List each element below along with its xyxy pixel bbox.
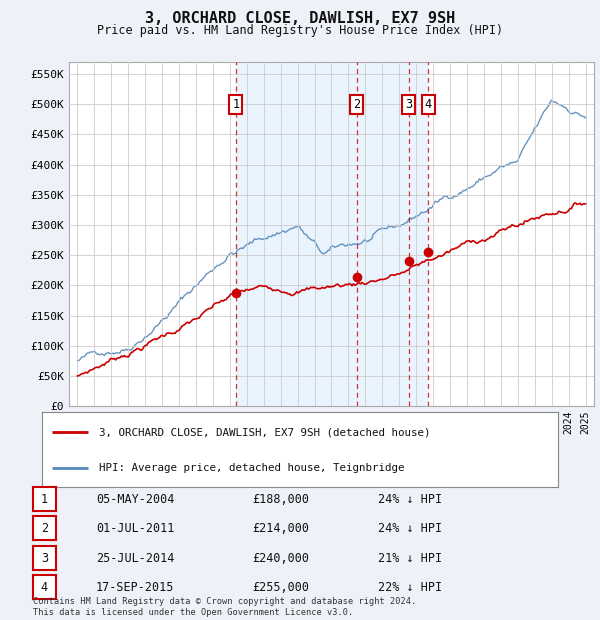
Bar xyxy=(236,62,428,406)
Text: 3: 3 xyxy=(405,98,412,111)
Text: £188,000: £188,000 xyxy=(252,493,309,505)
Text: 3, ORCHARD CLOSE, DAWLISH, EX7 9SH (detached house): 3, ORCHARD CLOSE, DAWLISH, EX7 9SH (deta… xyxy=(99,427,430,437)
Text: 24% ↓ HPI: 24% ↓ HPI xyxy=(378,493,442,505)
Text: 2: 2 xyxy=(353,98,361,111)
Text: 05-MAY-2004: 05-MAY-2004 xyxy=(96,493,175,505)
Text: 24% ↓ HPI: 24% ↓ HPI xyxy=(378,522,442,534)
Text: Price paid vs. HM Land Registry's House Price Index (HPI): Price paid vs. HM Land Registry's House … xyxy=(97,24,503,37)
Text: 4: 4 xyxy=(41,581,48,593)
Text: 2: 2 xyxy=(41,522,48,534)
Text: 01-JUL-2011: 01-JUL-2011 xyxy=(96,522,175,534)
Text: 22% ↓ HPI: 22% ↓ HPI xyxy=(378,581,442,593)
Text: 1: 1 xyxy=(41,493,48,505)
Text: 25-JUL-2014: 25-JUL-2014 xyxy=(96,552,175,564)
Text: 4: 4 xyxy=(425,98,432,111)
Text: 3: 3 xyxy=(41,552,48,564)
Text: 21% ↓ HPI: 21% ↓ HPI xyxy=(378,552,442,564)
Text: £214,000: £214,000 xyxy=(252,522,309,534)
Text: 1: 1 xyxy=(232,98,239,111)
Text: HPI: Average price, detached house, Teignbridge: HPI: Average price, detached house, Teig… xyxy=(99,463,404,473)
Text: 17-SEP-2015: 17-SEP-2015 xyxy=(96,581,175,593)
Text: £255,000: £255,000 xyxy=(252,581,309,593)
Text: £240,000: £240,000 xyxy=(252,552,309,564)
Text: Contains HM Land Registry data © Crown copyright and database right 2024.
This d: Contains HM Land Registry data © Crown c… xyxy=(33,598,416,617)
Text: 3, ORCHARD CLOSE, DAWLISH, EX7 9SH: 3, ORCHARD CLOSE, DAWLISH, EX7 9SH xyxy=(145,11,455,26)
